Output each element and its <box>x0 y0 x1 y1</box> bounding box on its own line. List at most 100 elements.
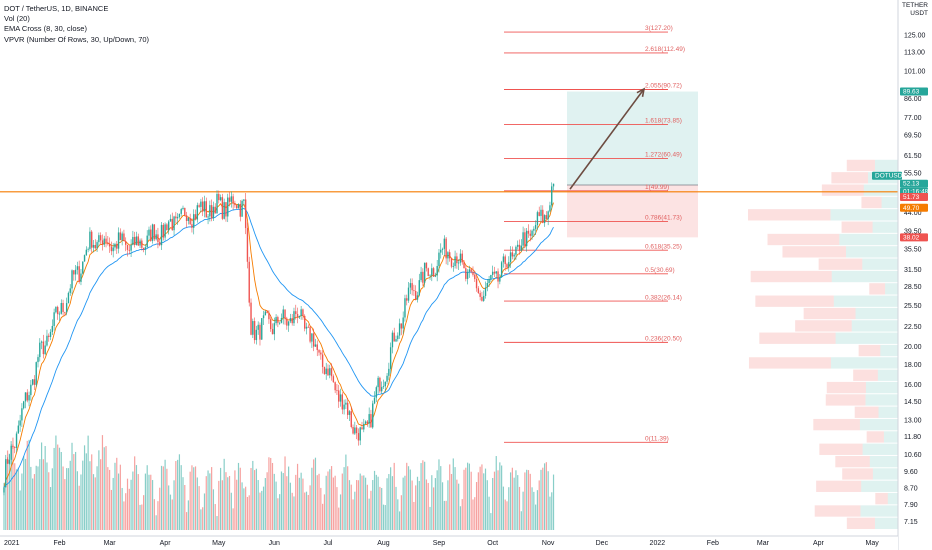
candle-body <box>518 244 521 251</box>
vpvr-down-row <box>825 394 866 406</box>
volume-bar <box>212 489 215 530</box>
volume-bar <box>232 508 234 530</box>
volume-bar <box>214 504 216 530</box>
candle-body <box>65 303 68 313</box>
time-tick-label: Jul <box>324 540 333 547</box>
price-tick-label: 14.50 <box>904 399 922 406</box>
volume-bar <box>279 494 281 530</box>
price-tag-background <box>900 87 928 96</box>
fib-level-label: 0.236(20.50) <box>645 336 682 343</box>
candle-body <box>466 271 469 279</box>
volume-bar <box>429 506 431 530</box>
volume-bar <box>488 496 490 530</box>
volume-bar <box>100 459 102 530</box>
candle-body <box>350 411 352 427</box>
volume-bar <box>207 470 209 530</box>
volume-bar <box>236 479 238 530</box>
volume-bar <box>407 466 410 530</box>
volume-bar <box>150 474 152 530</box>
candle-body <box>92 244 95 248</box>
indicator-ema-cross[interactable]: EMA Cross (8, 30, close) <box>4 24 87 34</box>
volume-bar <box>486 480 488 530</box>
volume-bar <box>168 485 170 530</box>
volume-bar <box>397 499 399 530</box>
candle-body <box>479 293 481 297</box>
candle-body <box>201 201 204 212</box>
candle-body <box>386 375 388 382</box>
candle-body <box>468 269 471 272</box>
time-axis[interactable]: 2021 Feb Mar Apr May Jun Jul Aug Sep Oct Nov Dec 202… <box>0 535 898 550</box>
volume-bar <box>513 477 515 530</box>
price-tick-label: 22.50 <box>904 324 922 331</box>
candle-body <box>191 224 193 228</box>
candle-body <box>309 326 311 342</box>
candle-body <box>35 362 37 385</box>
volume-bar <box>347 466 349 530</box>
candle-body <box>237 203 240 209</box>
candle-body <box>449 252 451 259</box>
volume-bar <box>456 479 458 530</box>
candle-body <box>216 193 218 214</box>
candle-body <box>341 394 344 410</box>
candle-body <box>103 238 105 245</box>
fib-level-label: 2.618(112.49) <box>645 46 685 53</box>
vpvr-down-row <box>816 480 862 492</box>
candle-body <box>62 302 64 312</box>
price-tick-label: 61.50 <box>904 153 922 160</box>
volume-bar <box>130 479 132 530</box>
vpvr-down-row <box>858 344 881 357</box>
candle-body <box>218 193 220 201</box>
volume-bar <box>80 474 82 530</box>
long-position-tool[interactable] <box>567 91 698 238</box>
volume-bar <box>322 503 324 530</box>
volume-bar <box>155 515 157 530</box>
volume-bar <box>268 457 270 530</box>
volume-bar <box>411 480 413 530</box>
vpvr-down-row <box>861 196 882 209</box>
vpvr-down-row <box>813 418 860 431</box>
symbol-title[interactable]: DOT / TetherUS, 1D, BINANCE <box>4 4 109 13</box>
volume-bar <box>162 466 164 530</box>
candle-body <box>182 207 184 210</box>
time-tick-label: Apr <box>813 540 825 547</box>
candle-body <box>395 339 397 342</box>
price-tick-label: 7.15 <box>904 519 918 526</box>
indicator-vpvr[interactable]: VPVR (Number Of Rows, 30, Up/Down, 70) <box>4 34 150 44</box>
price-axis[interactable]: 7.15 7.90 8.70 9.60 10.60 11.80 13.00 14.50 16.0… <box>897 0 932 550</box>
time-tick-label: Feb <box>53 540 65 547</box>
candle-body <box>486 282 488 288</box>
candle-body <box>488 279 490 283</box>
volume-bar <box>364 477 367 530</box>
candle-body <box>51 325 54 332</box>
indicator-vol[interactable]: Vol (20) <box>4 14 30 24</box>
candle-body <box>241 200 243 217</box>
candle-body <box>490 274 492 280</box>
candle-body <box>236 205 238 209</box>
volume-bar <box>504 499 506 530</box>
candle-body <box>148 229 150 236</box>
volume-bar <box>275 481 277 530</box>
volume-bar <box>189 471 191 530</box>
candle-body <box>454 256 456 266</box>
candle-body <box>284 309 286 319</box>
candle-body <box>316 344 318 351</box>
vpvr-up-row <box>874 159 898 172</box>
volume-bar <box>266 472 268 530</box>
time-tick-label: Sep <box>433 540 446 547</box>
candle-body <box>108 243 111 247</box>
candle-body <box>234 203 236 206</box>
fib-level-label: 1.272(60.49) <box>645 152 682 159</box>
trend-arrow[interactable] <box>569 87 646 190</box>
candle-body <box>173 216 175 231</box>
volume-bar <box>472 499 474 530</box>
volume-bar <box>128 488 130 530</box>
fibonacci-extension[interactable]: 3(127.20) 2.618(112.49) 2.055(90.72) 1.618(… <box>504 25 685 443</box>
candle-body <box>404 298 406 318</box>
volume-bar <box>200 509 202 530</box>
volume-bar <box>228 475 231 530</box>
volume-bar <box>112 477 114 530</box>
volume-bar <box>211 467 213 530</box>
